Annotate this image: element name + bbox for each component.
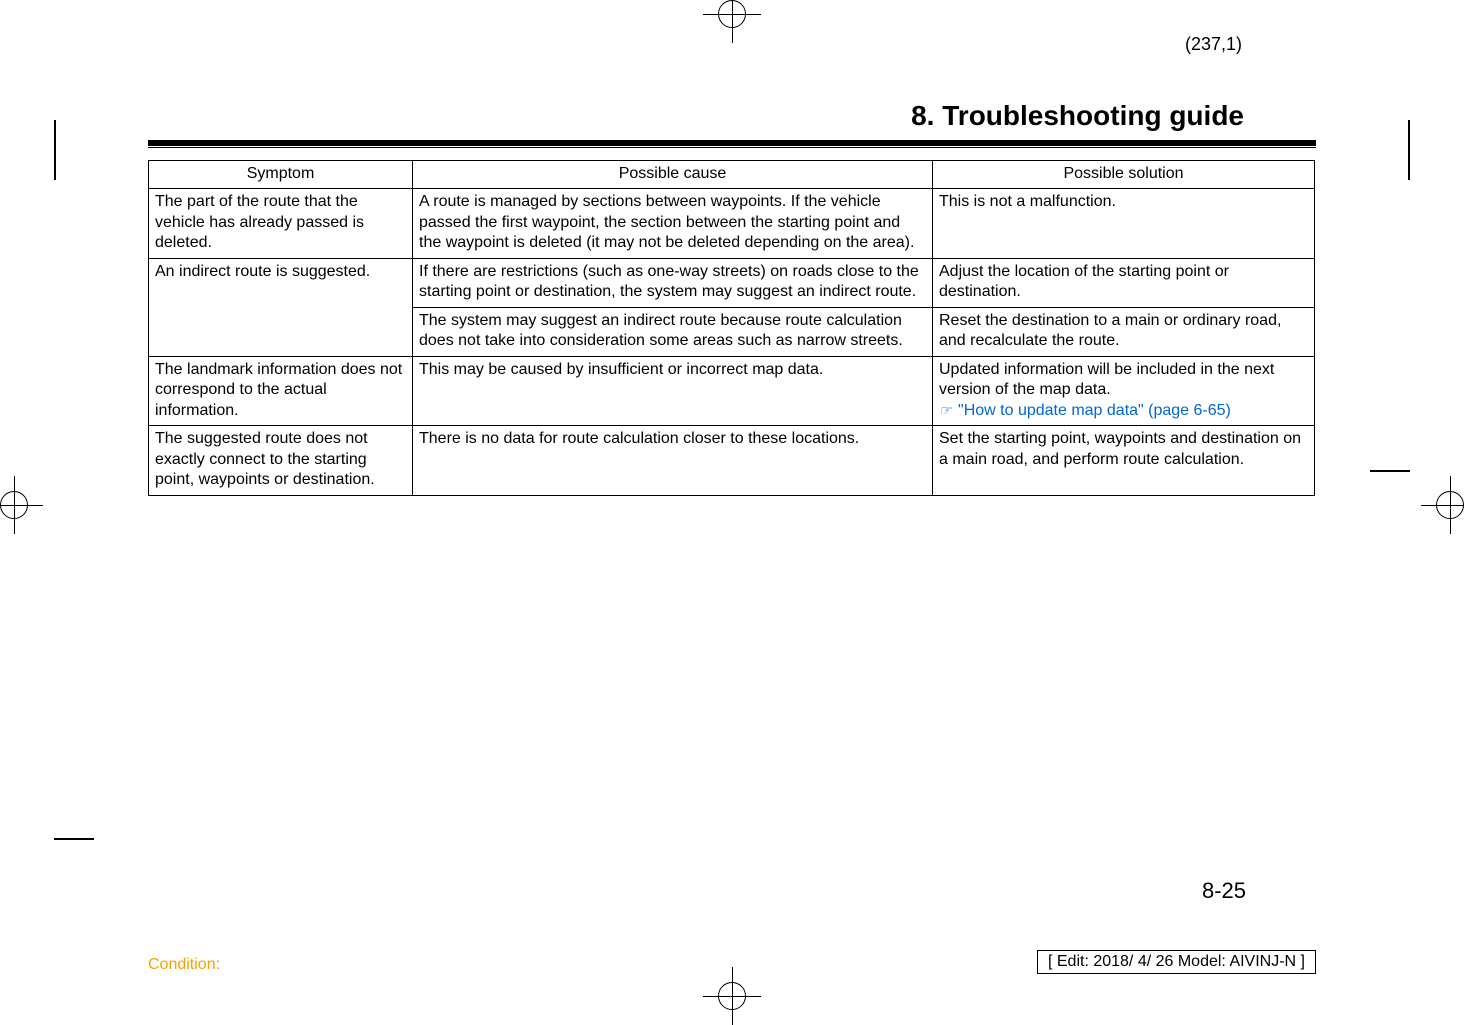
page-number: 8-25: [1202, 878, 1246, 904]
solution-cell: Set the starting point, waypoints and de…: [933, 426, 1315, 495]
cause-cell: The system may suggest an indirect route…: [413, 307, 933, 356]
symptom-cell: The suggested route does not exactly con…: [149, 426, 413, 495]
crop-tick: [1370, 470, 1410, 472]
table-row: An indirect route is suggested. If there…: [149, 258, 1315, 307]
solution-cell: Updated information will be included in …: [933, 356, 1315, 425]
reference-icon: ☞: [939, 402, 952, 420]
footer-edit-box: [ Edit: 2018/ 4/ 26 Model: AIVINJ-N ]: [1037, 950, 1316, 974]
reference-link: "How to update map data" (page 6-65): [958, 402, 1231, 419]
crop-tick: [54, 120, 56, 180]
crop-tick: [1408, 120, 1410, 180]
table-row: The landmark information does not corres…: [149, 356, 1315, 425]
solution-text: Updated information will be included in …: [939, 361, 1274, 398]
cause-cell: This may be caused by insufficient or in…: [413, 356, 933, 425]
footer-edit-text: Edit: 2018/ 4/ 26 Model: AIVINJ-N: [1057, 953, 1296, 970]
col-header-solution: Possible solution: [933, 161, 1315, 189]
col-header-symptom: Symptom: [149, 161, 413, 189]
table-header-row: Symptom Possible cause Possible solution: [149, 161, 1315, 189]
page-coordinate: (237,1): [1185, 34, 1242, 55]
cause-cell: There is no data for route calculation c…: [413, 426, 933, 495]
solution-cell: Reset the destination to a main or ordin…: [933, 307, 1315, 356]
footer-condition: Condition:: [148, 956, 220, 974]
solution-cell: Adjust the location of the starting poin…: [933, 258, 1315, 307]
registration-mark-top: [718, 0, 746, 28]
title-rule: [148, 147, 1316, 148]
col-header-cause: Possible cause: [413, 161, 933, 189]
cause-cell: If there are restrictions (such as one-w…: [413, 258, 933, 307]
chapter-title: 8. Troubleshooting guide: [911, 100, 1244, 132]
symptom-cell: The landmark information does not corres…: [149, 356, 413, 425]
symptom-cell: The part of the route that the vehicle h…: [149, 189, 413, 258]
crop-tick: [54, 838, 94, 840]
troubleshooting-table: Symptom Possible cause Possible solution…: [148, 160, 1315, 496]
title-rule: [148, 140, 1316, 146]
table-row: The part of the route that the vehicle h…: [149, 189, 1315, 258]
page-root: (237,1) 8. Troubleshooting guide Symptom…: [0, 0, 1464, 1010]
symptom-cell: An indirect route is suggested.: [149, 258, 413, 356]
cause-cell: A route is managed by sections between w…: [413, 189, 933, 258]
registration-mark-left: [0, 491, 28, 519]
registration-mark-bottom: [718, 982, 746, 1010]
table-row: The suggested route does not exactly con…: [149, 426, 1315, 495]
solution-cell: This is not a malfunction.: [933, 189, 1315, 258]
registration-mark-right: [1436, 491, 1464, 519]
